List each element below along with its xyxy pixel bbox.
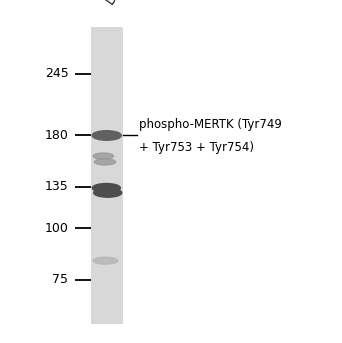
- Text: 135: 135: [45, 180, 68, 193]
- Ellipse shape: [92, 131, 121, 140]
- Ellipse shape: [93, 257, 118, 264]
- Ellipse shape: [92, 184, 120, 192]
- Text: 245: 245: [45, 67, 68, 80]
- Text: 75: 75: [52, 273, 68, 286]
- Text: + Tyr753 + Tyr754): + Tyr753 + Tyr754): [139, 141, 253, 154]
- Bar: [91, 27, 123, 324]
- Ellipse shape: [94, 188, 122, 197]
- Text: DU145: DU145: [104, 0, 139, 7]
- Ellipse shape: [94, 159, 116, 165]
- Ellipse shape: [93, 153, 114, 159]
- Text: 180: 180: [44, 129, 68, 142]
- Text: phospho-MERTK (Tyr749: phospho-MERTK (Tyr749: [139, 118, 281, 131]
- Text: 100: 100: [44, 222, 68, 235]
